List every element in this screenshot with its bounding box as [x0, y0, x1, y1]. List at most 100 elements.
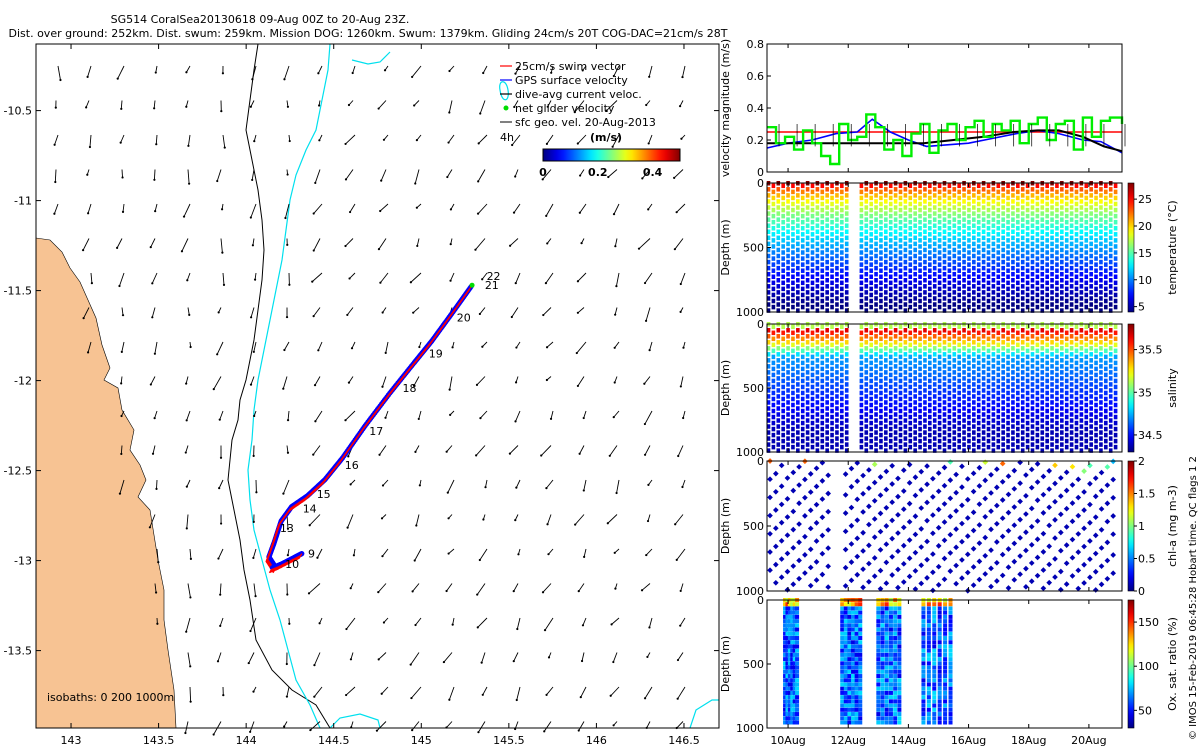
profile-sample	[932, 412, 937, 417]
profile-sample	[1084, 384, 1089, 390]
profile-sample	[810, 232, 815, 237]
sfc-vector-head	[545, 693, 548, 696]
profile-sample	[1001, 259, 1005, 265]
profile-sample	[986, 360, 991, 366]
sfc-vector-head	[417, 417, 420, 421]
profile-sample	[1074, 195, 1079, 201]
profile-sample	[1025, 268, 1030, 273]
profile-sample	[976, 268, 981, 273]
profile-sample	[1099, 424, 1103, 429]
profile-sample	[1099, 296, 1103, 301]
profile-sample	[1001, 241, 1005, 247]
sfc-vector	[250, 100, 255, 107]
profile-sample	[796, 334, 800, 339]
profile-sample	[981, 388, 986, 393]
profile-sample	[1001, 223, 1005, 228]
profile-sample	[835, 296, 839, 301]
profile-sample	[1069, 296, 1074, 301]
profile-sample	[1001, 278, 1005, 283]
profile-sample	[932, 346, 937, 351]
profile-sample	[1050, 259, 1054, 265]
profile-sample	[942, 296, 947, 301]
profile-sample	[810, 378, 815, 384]
chla-sample	[889, 462, 895, 469]
profile-sample	[913, 308, 917, 313]
profile-sample	[800, 342, 805, 348]
profile-sample	[815, 388, 820, 393]
profile-sample	[820, 438, 825, 444]
profile-sample	[908, 304, 913, 310]
profile-sample	[1104, 286, 1108, 292]
profile-sample	[844, 376, 849, 381]
profile-sample	[962, 217, 966, 222]
profile-sample	[1055, 420, 1059, 426]
profile-sample	[884, 418, 888, 423]
profile-sample	[893, 448, 898, 453]
profile-sample	[986, 426, 991, 432]
profile-sample	[1020, 448, 1025, 453]
profile-sample	[884, 412, 888, 417]
profile-sample	[1074, 292, 1079, 298]
profile-sample	[967, 354, 971, 360]
sfc-vector	[218, 548, 224, 559]
sfc-vector-head	[252, 520, 255, 523]
profile-sample	[884, 229, 888, 235]
sfc-vector	[83, 307, 90, 319]
sfc-vector	[583, 479, 587, 491]
profile-sample	[1113, 432, 1118, 438]
profile-sample	[928, 195, 932, 201]
profile-sample	[888, 324, 893, 330]
profile-sample	[1084, 336, 1089, 342]
profile-sample	[864, 247, 869, 253]
profile-sample	[810, 414, 815, 420]
profile-sample	[800, 268, 805, 273]
sfc-vector-head	[418, 484, 421, 487]
profile-sample	[1035, 402, 1040, 408]
sfc-vector-head	[379, 209, 382, 213]
profile-sample	[932, 217, 937, 222]
profile-sample	[1108, 241, 1113, 247]
profile-sample	[962, 308, 966, 313]
profile-sample	[1064, 298, 1069, 304]
profile-sample	[1020, 187, 1025, 192]
chla-sample	[924, 481, 930, 488]
sfc-vector	[547, 100, 552, 107]
profile-sample	[1113, 408, 1118, 414]
profile-sample	[996, 396, 1001, 402]
profile-sample	[1030, 418, 1035, 423]
profile-sample	[796, 259, 800, 265]
profile-sample	[1104, 426, 1108, 432]
profile-sample	[781, 201, 785, 207]
profile-sample	[923, 296, 927, 301]
profile-sample	[1020, 376, 1025, 381]
profile-sample	[996, 213, 1001, 219]
profile-sample	[888, 262, 893, 267]
sfc-vector-head	[640, 589, 644, 592]
sfc-vector	[546, 134, 554, 145]
profile-sample	[864, 265, 869, 271]
profile-sample	[796, 388, 800, 393]
profile-sample	[766, 388, 771, 393]
profile-sample	[1030, 352, 1035, 357]
profile-sample	[1094, 330, 1098, 336]
sfc-vector-head	[409, 281, 412, 284]
profile-sample	[1069, 328, 1074, 333]
profile-sample	[830, 250, 834, 255]
profile-sample	[1079, 253, 1084, 259]
sfc-vector	[186, 514, 189, 529]
chla-sample	[854, 571, 861, 578]
profile-sample	[947, 420, 952, 426]
profile-sample	[952, 235, 957, 241]
chla-sample	[1063, 505, 1070, 512]
profile-sample	[796, 424, 800, 429]
chla-sample	[994, 484, 1000, 491]
profile-sample	[888, 330, 893, 336]
profile-sample	[923, 278, 927, 283]
profile-sample	[1011, 418, 1015, 423]
profile-sample	[952, 352, 957, 357]
profile-sample	[962, 334, 966, 339]
profile-sample	[1030, 211, 1035, 216]
profile-sample	[947, 244, 952, 249]
profile-sample	[879, 189, 883, 195]
profile-sample	[913, 235, 917, 241]
